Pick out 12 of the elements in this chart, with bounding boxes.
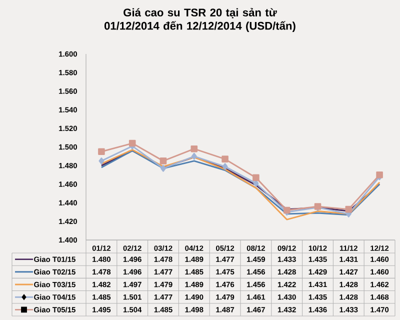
- point: [160, 164, 166, 172]
- point: [98, 158, 104, 164]
- point: [252, 174, 260, 182]
- point: [98, 148, 105, 156]
- point: [128, 140, 136, 147]
- point: [190, 145, 198, 152]
- point: [191, 152, 197, 160]
- chart-title: Giá cao su TSR 20 tại sản từ 01/12/2014 đến 12/12/2014 (USD/tấn): [104, 8, 296, 32]
- point: [345, 206, 352, 213]
- point: [160, 158, 167, 164]
- point: [222, 156, 228, 162]
- point: [222, 163, 228, 170]
